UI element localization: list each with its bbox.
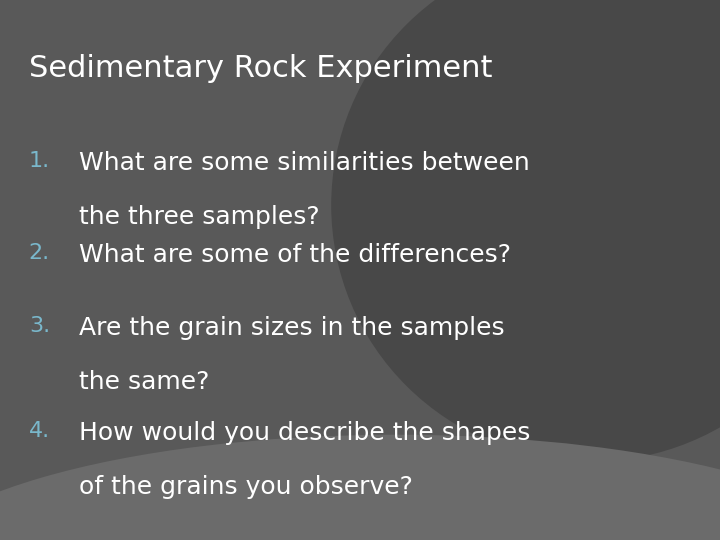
Ellipse shape	[331, 0, 720, 462]
Text: Are the grain sizes in the samples: Are the grain sizes in the samples	[79, 316, 505, 340]
Text: the same?: the same?	[79, 370, 210, 394]
Text: 4.: 4.	[29, 421, 50, 441]
Text: 2.: 2.	[29, 243, 50, 263]
Ellipse shape	[0, 435, 720, 540]
Text: How would you describe the shapes: How would you describe the shapes	[79, 421, 531, 445]
Text: the three samples?: the three samples?	[79, 205, 320, 229]
Text: What are some of the differences?: What are some of the differences?	[79, 243, 511, 267]
Text: 1.: 1.	[29, 151, 50, 171]
Text: Sedimentary Rock Experiment: Sedimentary Rock Experiment	[29, 54, 492, 83]
Text: 3.: 3.	[29, 316, 50, 336]
Text: What are some similarities between: What are some similarities between	[79, 151, 530, 175]
Text: of the grains you observe?: of the grains you observe?	[79, 475, 413, 499]
